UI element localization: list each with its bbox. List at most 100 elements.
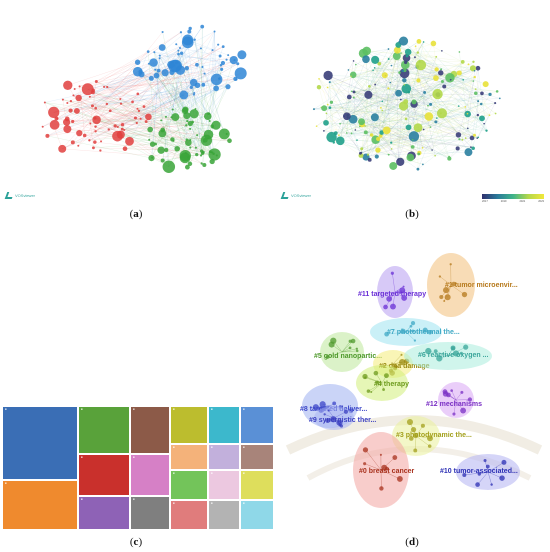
network-node — [43, 101, 46, 104]
cluster-node — [427, 444, 432, 448]
network-node — [199, 154, 203, 157]
network-node — [78, 85, 81, 88]
network-node — [373, 67, 376, 69]
network-node — [325, 112, 328, 115]
network-node — [234, 67, 247, 80]
network-node — [70, 140, 75, 145]
treemap-cell: ■ — [208, 406, 240, 444]
network-node — [156, 68, 161, 73]
network-node — [404, 117, 408, 121]
network-node — [422, 41, 425, 43]
cluster-node — [413, 448, 418, 453]
network-node — [119, 102, 123, 105]
network-node — [157, 146, 165, 154]
network-node — [440, 68, 443, 71]
network-node — [210, 73, 223, 86]
network-node — [171, 108, 174, 111]
network-node — [356, 139, 358, 141]
network-node — [381, 100, 384, 103]
treemap-cell: ■ — [78, 496, 130, 530]
cluster-node — [348, 346, 352, 350]
network-node — [480, 91, 484, 96]
network-node — [441, 50, 443, 52]
network-node — [411, 99, 417, 105]
cluster-node — [332, 401, 337, 406]
network-node — [377, 61, 382, 66]
network-node — [90, 104, 94, 108]
network-node — [189, 85, 194, 89]
network-node — [382, 126, 391, 135]
network-node — [134, 59, 141, 65]
network-node — [236, 62, 240, 66]
cluster-node — [467, 397, 473, 402]
cluster-node — [366, 389, 371, 393]
network-node — [366, 153, 370, 156]
network-node — [400, 52, 402, 54]
network-node — [395, 89, 402, 97]
network-node — [41, 125, 44, 128]
network-node — [142, 105, 146, 109]
cluster-node — [499, 475, 505, 481]
network-node — [112, 130, 123, 142]
network-node — [326, 86, 329, 89]
network-node — [100, 140, 103, 143]
network-node — [186, 119, 189, 123]
caption-d: (d) — [405, 536, 419, 548]
panel-c-treemap: ■ ■ ■ ■ ■ ■ ■ ■ ■ ■ ■ ■ ■ ■ ■ ■ ■ ■ ■ ■ — [2, 406, 274, 530]
network-node — [193, 91, 196, 95]
network-node — [105, 102, 109, 106]
network-node — [195, 62, 199, 67]
cluster-node — [370, 391, 373, 394]
network-node — [162, 160, 176, 174]
network-node — [352, 96, 355, 99]
network-node — [145, 113, 152, 121]
network-node — [462, 79, 465, 81]
cluster-node — [319, 401, 326, 408]
network-node — [485, 129, 488, 132]
network-node — [352, 90, 356, 94]
cluster-map-d: #11 targeted therapy #1 tumor microenvir.… — [285, 253, 543, 508]
network-node — [387, 48, 390, 50]
network-node — [375, 147, 381, 153]
network-node — [455, 132, 462, 138]
network-node — [318, 78, 320, 80]
network-node — [184, 164, 190, 170]
cluster-node — [451, 281, 457, 287]
network-node — [379, 107, 382, 109]
network-node — [413, 123, 423, 133]
network-node — [189, 138, 192, 141]
treemap-cell: ■ — [2, 480, 78, 530]
network-node — [400, 60, 410, 70]
network-node — [63, 118, 71, 126]
cluster-node — [439, 295, 444, 300]
network-node — [138, 71, 145, 78]
network-node — [89, 122, 92, 125]
cluster-node — [436, 355, 443, 362]
cluster-label: #5 gold nanopartic... — [314, 353, 382, 360]
cluster-node — [501, 459, 507, 465]
network-node — [392, 52, 401, 61]
network-node — [458, 51, 461, 53]
cluster-node — [450, 389, 453, 392]
network-node — [189, 109, 199, 119]
network-node — [144, 120, 148, 123]
network-node — [387, 87, 390, 90]
network-node — [54, 116, 59, 121]
network-node — [91, 146, 95, 150]
network-node — [402, 78, 407, 83]
cluster-node — [462, 472, 467, 478]
network-node — [182, 34, 194, 46]
network-node — [184, 65, 190, 71]
network-node — [439, 112, 442, 115]
network-node — [81, 83, 94, 96]
network-node — [160, 119, 163, 122]
network-node — [411, 139, 414, 141]
network-node — [164, 115, 167, 118]
network-node — [63, 125, 72, 134]
network-node — [390, 64, 393, 67]
cluster-node — [413, 339, 417, 342]
network-node — [440, 80, 444, 84]
network-node — [435, 55, 438, 58]
network-node — [469, 135, 475, 141]
network-node — [108, 109, 112, 113]
